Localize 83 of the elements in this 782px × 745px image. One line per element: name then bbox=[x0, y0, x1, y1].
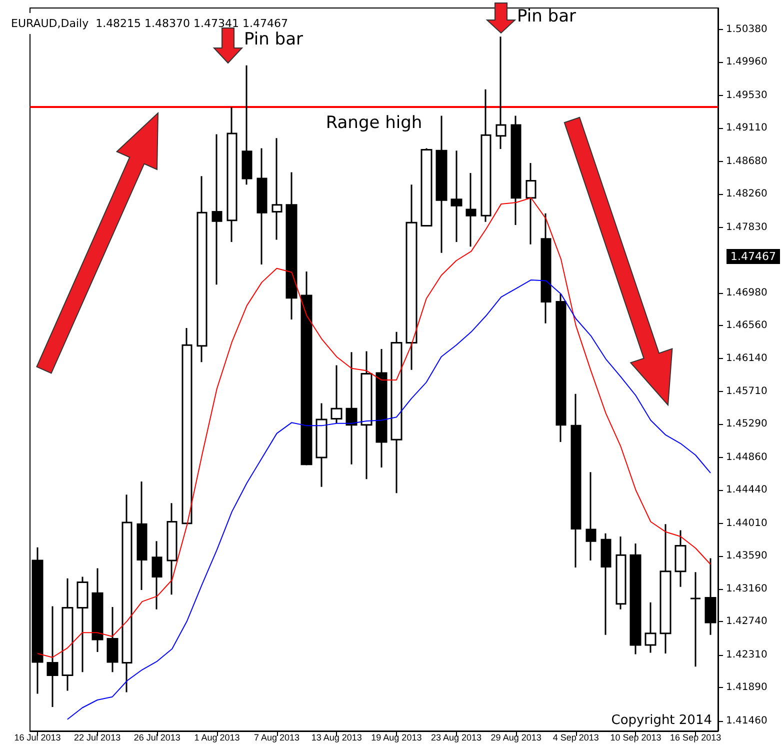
candlestick bbox=[376, 348, 388, 468]
y-tick-label: 1.44440 bbox=[726, 484, 768, 496]
candlestick bbox=[420, 148, 432, 228]
candlestick bbox=[106, 606, 118, 673]
candlestick bbox=[466, 172, 476, 248]
x-tick-label: 29 Aug 2013 bbox=[490, 732, 542, 742]
x-tick-label: 13 Aug 2013 bbox=[311, 732, 362, 742]
y-tick-label: 1.43590 bbox=[726, 550, 768, 562]
candlestick bbox=[196, 175, 208, 363]
text: EURAUD,Daily 1.48215 1.48370 1.47341 1.47467 bbox=[11, 17, 288, 30]
candlestick bbox=[540, 212, 552, 324]
candlestick bbox=[674, 530, 686, 588]
annotation: Pin bar bbox=[517, 6, 576, 26]
candlestick bbox=[330, 364, 342, 424]
candlestick bbox=[256, 148, 268, 266]
candlestick bbox=[570, 393, 582, 568]
candlestick bbox=[556, 293, 566, 443]
candlestick bbox=[182, 327, 192, 525]
y-tick-label: 1.49530 bbox=[726, 90, 768, 102]
candlestick bbox=[644, 602, 656, 654]
y-tick-label: 1.44860 bbox=[726, 452, 768, 463]
candlestick bbox=[122, 494, 132, 694]
x-tick-label: 22 Jul 2013 bbox=[74, 732, 121, 742]
candlestick bbox=[480, 88, 492, 223]
x-tick-label: 23 Aug 2013 bbox=[430, 732, 482, 742]
annotation: Pin bar bbox=[244, 30, 303, 50]
candlestick bbox=[152, 540, 162, 610]
candlestick bbox=[586, 471, 596, 562]
ref-line-label: Range high bbox=[326, 112, 422, 133]
y-tick-label: 1.43160 bbox=[726, 584, 768, 595]
candlestick bbox=[92, 568, 104, 653]
candlestick bbox=[510, 114, 522, 226]
candlestick bbox=[226, 106, 238, 243]
y-tick-label: 1.42310 bbox=[726, 650, 768, 661]
candlestick bbox=[496, 36, 506, 150]
text: 1.47467 bbox=[730, 250, 776, 263]
candlestick bbox=[390, 331, 402, 494]
annotation: Copyright 2014 bbox=[611, 713, 712, 728]
candlestick bbox=[630, 542, 642, 656]
x-tick-label: 19 Aug 2013 bbox=[371, 732, 422, 742]
y-tick-label: 1.45710 bbox=[726, 386, 768, 398]
y-tick-label: 1.49960 bbox=[726, 56, 768, 68]
y-tick-label: 1.42740 bbox=[726, 616, 768, 628]
candlestick bbox=[286, 172, 298, 320]
candlestick bbox=[360, 350, 372, 480]
candlestick bbox=[212, 134, 222, 286]
candlestick bbox=[406, 184, 418, 371]
candlestick bbox=[316, 402, 328, 488]
candlestick bbox=[346, 351, 358, 466]
y-tick-label: 1.50380 bbox=[726, 24, 768, 36]
candlestick bbox=[62, 578, 74, 692]
x-tick-label: 26 Jul 2013 bbox=[134, 732, 180, 742]
y-tick-label: 1.48680 bbox=[726, 156, 768, 167]
candlestick bbox=[436, 114, 448, 254]
y-tick-label: 1.47830 bbox=[726, 222, 768, 233]
candlestick bbox=[242, 64, 252, 186]
y-tick-label: 1.45290 bbox=[726, 418, 768, 430]
candlestick bbox=[166, 502, 178, 596]
y-tick-label: 1.48260 bbox=[726, 188, 768, 200]
candlestick bbox=[450, 150, 462, 243]
candlestick bbox=[76, 576, 88, 673]
candlestick bbox=[600, 532, 612, 636]
candlestick bbox=[616, 536, 626, 610]
line-series bbox=[36, 197, 712, 658]
y-tick-label: 1.41890 bbox=[726, 682, 768, 694]
x-tick-label: 10 Sep 2013 bbox=[610, 732, 662, 742]
candlestick bbox=[136, 480, 148, 591]
candlestick bbox=[660, 523, 672, 654]
y-tick-label: 1.46140 bbox=[726, 352, 768, 364]
y-tick-label: 1.49110 bbox=[726, 122, 768, 134]
x-tick-label: 7 Aug 2013 bbox=[254, 732, 300, 742]
candlestick bbox=[690, 571, 702, 668]
y-tick-label: 1.44010 bbox=[726, 518, 768, 529]
y-tick-label: 1.46560 bbox=[726, 320, 768, 332]
candlestick bbox=[300, 270, 312, 466]
x-tick-label: 4 Sep 2013 bbox=[552, 732, 599, 742]
candlestick bbox=[46, 605, 58, 708]
x-tick-label: 16 Sep 2013 bbox=[670, 732, 722, 742]
y-tick-label: 1.41460 bbox=[726, 715, 768, 726]
x-tick-label: 1 Aug 2013 bbox=[194, 732, 240, 742]
candlestick bbox=[272, 137, 282, 240]
y-tick-label: 1.46980 bbox=[726, 288, 768, 299]
candlestick bbox=[526, 162, 536, 246]
